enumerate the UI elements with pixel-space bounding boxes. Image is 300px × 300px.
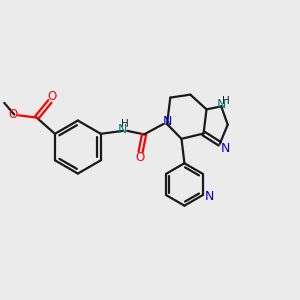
Text: H: H bbox=[121, 119, 129, 129]
Text: N: N bbox=[205, 190, 214, 203]
Text: O: O bbox=[8, 108, 17, 121]
Text: N: N bbox=[163, 115, 172, 128]
Text: N: N bbox=[118, 123, 127, 136]
Text: O: O bbox=[48, 90, 57, 103]
Text: N: N bbox=[217, 98, 226, 112]
Text: H: H bbox=[222, 96, 230, 106]
Text: N: N bbox=[220, 142, 230, 155]
Text: O: O bbox=[135, 151, 144, 164]
